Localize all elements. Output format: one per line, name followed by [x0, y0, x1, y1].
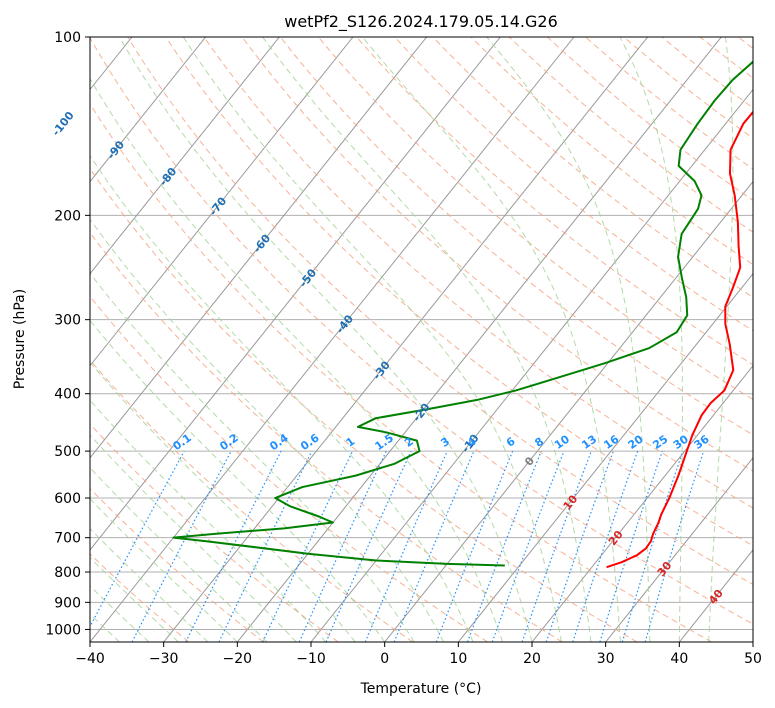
y-tick-label: 600	[54, 491, 81, 507]
mixing-ratio-line	[545, 450, 614, 642]
isotherm-line	[384, 180, 753, 642]
dry-adiabat-line	[90, 231, 563, 642]
mixing-ratio-line	[599, 450, 663, 642]
isotherm-line	[0, 37, 58, 642]
axes: −40 −30 −20 −10 0 10 20 30 40 50 100 200 300 400 500 60…	[45, 30, 762, 667]
moist-adiabat-line	[90, 498, 238, 642]
isotherm-line	[90, 37, 501, 551]
moist-adiabat-line	[90, 272, 415, 642]
x-tick-label: 30	[597, 651, 615, 667]
x-tick-label: 20	[523, 651, 541, 667]
mixing-ratio-line	[572, 450, 639, 642]
dry-adiabat-line	[90, 37, 753, 625]
x-tick-label: −20	[223, 651, 253, 667]
dry-adiabat-line	[90, 423, 339, 642]
x-tick-label: 10	[449, 651, 467, 667]
moist-adiabat-line	[362, 37, 621, 642]
y-tick-label: 800	[54, 565, 81, 581]
mixing-ratio-line	[90, 450, 185, 628]
plot-frame	[89, 36, 754, 643]
dry-adiabat-line	[90, 295, 488, 642]
mixing-ratio-line	[491, 450, 565, 642]
mixing-ratio-line	[466, 450, 542, 642]
moist-adiabat-line	[90, 467, 268, 642]
moist-adiabat-line	[90, 154, 474, 642]
moist-adiabat-line	[486, 37, 651, 642]
moist-adiabat-line	[262, 37, 592, 642]
isotherm-line	[605, 457, 753, 642]
moist-adiabat-line	[90, 218, 445, 642]
dry-adiabat-line	[356, 37, 753, 366]
isotherm-line	[163, 37, 649, 642]
mixing-ratio-line	[325, 450, 412, 642]
y-tick-label: 900	[54, 595, 81, 611]
isotherm-line	[90, 37, 280, 275]
moist-adiabat-line	[90, 319, 386, 642]
moist-adiabat-line	[90, 361, 356, 642]
dry-adiabat-line	[90, 167, 638, 642]
mixing-ratio-line	[621, 450, 684, 642]
mixing-ratio-line	[521, 450, 592, 642]
dry-adiabat-line	[90, 553, 190, 642]
temperature-profile-line	[606, 110, 753, 569]
dry-adiabat-line	[203, 37, 753, 509]
dewpoint-profile-line	[172, 60, 753, 567]
x-tick-label: 0	[380, 651, 389, 667]
x-axis-title: Temperature (°C)	[360, 681, 482, 697]
moist-adiabat-line	[182, 37, 562, 642]
chart-title: wetPf2_S126.2024.179.05.14.G26	[284, 12, 558, 32]
x-tick-label: −10	[296, 651, 326, 667]
x-tick-label: −40	[75, 651, 105, 667]
isotherm-line	[90, 37, 207, 183]
y-tick-label: 500	[54, 444, 81, 460]
isotherm-line	[752, 641, 753, 642]
y-tick-label: 300	[54, 313, 81, 329]
background-lines	[0, 37, 753, 642]
mixing-ratio-line	[644, 450, 705, 642]
isotherm-label: -100	[49, 109, 77, 139]
mixing-ratio-line	[435, 450, 514, 642]
y-tick-label: 400	[54, 387, 81, 403]
profile-series	[172, 60, 753, 569]
moist-adiabat-line	[619, 37, 683, 642]
dry-adiabat-line	[394, 37, 753, 332]
isotherm-line	[90, 37, 428, 459]
y-tick-label: 200	[54, 208, 81, 224]
moist-adiabat-line	[90, 527, 209, 642]
moist-adiabat-line	[118, 37, 533, 642]
moist-adiabat-line	[90, 556, 179, 642]
y-tick-label: 100	[54, 30, 81, 46]
isotherm-line	[236, 37, 722, 642]
moist-adiabat-line	[90, 585, 150, 642]
dry-adiabat-line	[90, 359, 414, 642]
y-tick-label: 1000	[45, 622, 81, 638]
mixing-ratio-line	[185, 450, 282, 642]
isotherm-line	[90, 37, 354, 367]
x-tick-label: 50	[744, 651, 762, 667]
y-axis-title: Pressure (hPa)	[12, 289, 28, 389]
dry-adiabat-line	[318, 37, 753, 401]
isotherm-line	[531, 364, 753, 642]
moist-adiabat-line	[90, 434, 297, 642]
x-tick-label: −30	[149, 651, 179, 667]
y-tick-label: 700	[54, 531, 81, 547]
mixing-ratio-line	[364, 450, 448, 642]
x-tick-label: 40	[670, 651, 688, 667]
dry-adiabat-line	[165, 37, 753, 547]
isotherm-line	[90, 37, 575, 642]
moist-adiabat-line	[90, 77, 504, 642]
dry-adiabat-line	[127, 37, 753, 585]
dry-adiabat-line	[90, 103, 712, 642]
moist-adiabat-line	[708, 37, 734, 642]
